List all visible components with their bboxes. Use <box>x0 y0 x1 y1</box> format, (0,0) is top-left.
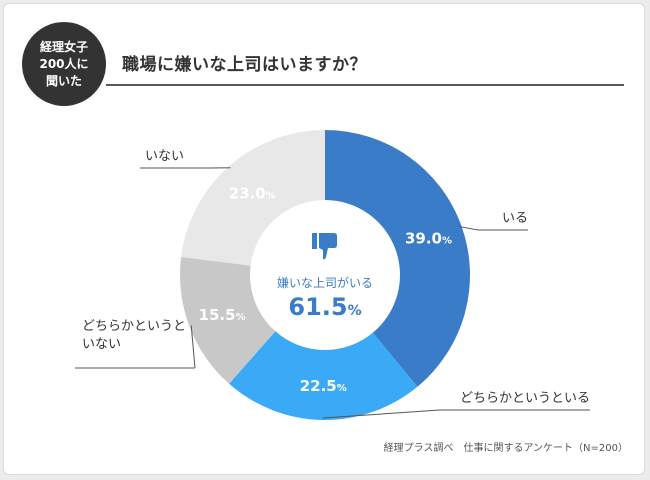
category-label-1-0: どちらかというといる <box>460 391 590 406</box>
slice-value-label-3: 23.0% <box>229 184 276 202</box>
source-note: 経理プラス調べ 仕事に関するアンケート（N=200） <box>383 443 628 454</box>
thumbs-down-icon <box>312 233 337 260</box>
slice-value-label-1: 22.5% <box>300 377 347 395</box>
badge-line-2: 200人に <box>39 56 89 71</box>
center-label: 嫌いな上司がいる <box>277 275 373 290</box>
leader-line-diagonal-2 <box>190 325 196 369</box>
donut-slice-3 <box>181 130 325 266</box>
donut-slice-2 <box>180 256 276 384</box>
category-label-2-0: どちらかというと <box>82 319 186 334</box>
category-label-3-0: いない <box>145 149 184 164</box>
donut-slice-0 <box>325 130 470 387</box>
title-underline <box>106 84 624 86</box>
leader-line-diagonal-0 <box>459 226 479 231</box>
center-value: 61.5% <box>288 293 361 321</box>
badge-line-1: 経理女子 <box>39 39 88 54</box>
slice-value-label-2: 15.5% <box>199 306 246 324</box>
leader-line-diagonal-1 <box>322 409 441 419</box>
slice-value-label-0: 39.0% <box>405 230 452 248</box>
badge-line-3: 聞いた <box>45 73 82 88</box>
category-label-2-1: いない <box>82 337 121 352</box>
donut-slice-1 <box>229 331 418 420</box>
chart-title: 職場に嫌いな上司はいますか？ <box>122 55 367 75</box>
category-label-0-0: いる <box>502 211 528 226</box>
survey-badge: 経理女子 200人に 聞いた <box>22 22 106 106</box>
